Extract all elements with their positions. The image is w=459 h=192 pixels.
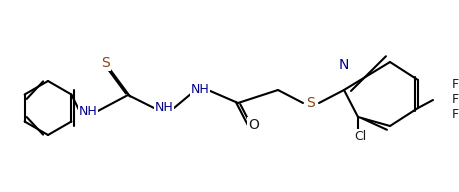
Text: O: O [248,118,259,132]
Text: Cl: Cl [353,129,365,142]
Text: N: N [338,58,348,72]
Text: S: S [101,56,110,70]
Text: F: F [450,108,458,122]
Text: NH: NH [78,105,97,118]
Text: F: F [450,79,458,92]
Text: F: F [450,94,458,107]
Text: NH: NH [190,84,209,97]
Text: NH: NH [154,102,173,114]
Text: S: S [306,96,315,110]
